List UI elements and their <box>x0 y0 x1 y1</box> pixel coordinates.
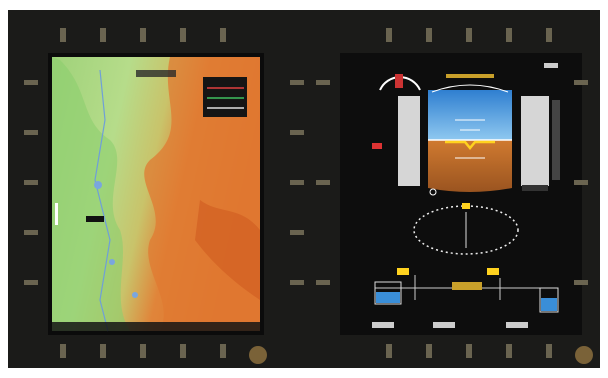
aircraft-symbol <box>445 140 495 150</box>
fuel-level-left <box>376 292 400 303</box>
softkey[interactable] <box>60 344 66 358</box>
heading-bug <box>395 74 403 88</box>
aircraft-marker <box>86 216 104 222</box>
softkey[interactable] <box>140 344 146 358</box>
pump-indicator <box>452 282 482 290</box>
knob[interactable] <box>249 346 267 364</box>
side-key[interactable] <box>24 280 38 285</box>
river <box>94 69 111 332</box>
airport-symbol <box>132 292 138 298</box>
heading-pointer <box>462 203 470 209</box>
side-key[interactable] <box>316 80 330 85</box>
map-display <box>48 53 264 335</box>
heading-compass <box>413 205 519 255</box>
softkey[interactable] <box>220 344 226 358</box>
map-header <box>136 70 176 77</box>
side-key[interactable] <box>290 130 304 135</box>
range-bar <box>55 203 58 225</box>
fuel-level-right <box>541 298 557 311</box>
side-key[interactable] <box>290 180 304 185</box>
side-key[interactable] <box>24 130 38 135</box>
roll-scale <box>431 84 509 93</box>
altitude-tape <box>521 96 549 186</box>
fuel-tank-left <box>374 281 402 305</box>
vertical-speed <box>552 100 560 180</box>
valve-indicator <box>487 268 499 275</box>
softkey[interactable] <box>100 344 106 358</box>
baro-box <box>522 185 548 191</box>
status-tag <box>544 63 558 68</box>
softkey[interactable] <box>506 344 512 358</box>
side-key[interactable] <box>290 280 304 285</box>
softkey[interactable] <box>100 28 106 42</box>
valve-indicator <box>397 268 409 275</box>
softkey[interactable] <box>466 28 472 42</box>
softkey[interactable] <box>426 28 432 42</box>
softkey[interactable] <box>180 344 186 358</box>
softkey[interactable] <box>426 344 432 358</box>
system-label-box <box>372 322 394 328</box>
attitude-ground <box>428 140 512 192</box>
system-label-box <box>433 322 455 328</box>
airspeed-tape <box>398 96 420 186</box>
annunciation <box>446 74 494 78</box>
side-key[interactable] <box>290 80 304 85</box>
softkey[interactable] <box>60 28 66 42</box>
side-key[interactable] <box>24 80 38 85</box>
system-label-box <box>506 322 528 328</box>
softkey[interactable] <box>506 28 512 42</box>
softkey[interactable] <box>546 344 552 358</box>
knob[interactable] <box>575 346 593 364</box>
softkey[interactable] <box>466 344 472 358</box>
bezel-controls <box>24 28 593 364</box>
compass-marker <box>429 188 437 196</box>
softkey[interactable] <box>386 28 392 42</box>
side-key[interactable] <box>290 230 304 235</box>
side-key[interactable] <box>574 180 588 185</box>
softkey[interactable] <box>140 28 146 42</box>
side-key[interactable] <box>316 180 330 185</box>
fuel-tank-right <box>539 287 559 313</box>
side-key[interactable] <box>24 230 38 235</box>
softkey[interactable] <box>386 344 392 358</box>
side-key[interactable] <box>24 180 38 185</box>
airport-symbol <box>109 259 115 265</box>
airport-symbol <box>94 181 102 189</box>
inset-panel <box>203 77 247 117</box>
map-status-bar <box>52 322 260 331</box>
softkey[interactable] <box>220 28 226 42</box>
airspeed-bug <box>372 143 382 149</box>
ridge <box>195 200 260 300</box>
side-key[interactable] <box>574 280 588 285</box>
softkey[interactable] <box>180 28 186 42</box>
softkey[interactable] <box>546 28 552 42</box>
attitude-sky <box>428 90 512 140</box>
side-key[interactable] <box>574 80 588 85</box>
primary-flight-display <box>340 53 582 335</box>
side-key[interactable] <box>316 280 330 285</box>
